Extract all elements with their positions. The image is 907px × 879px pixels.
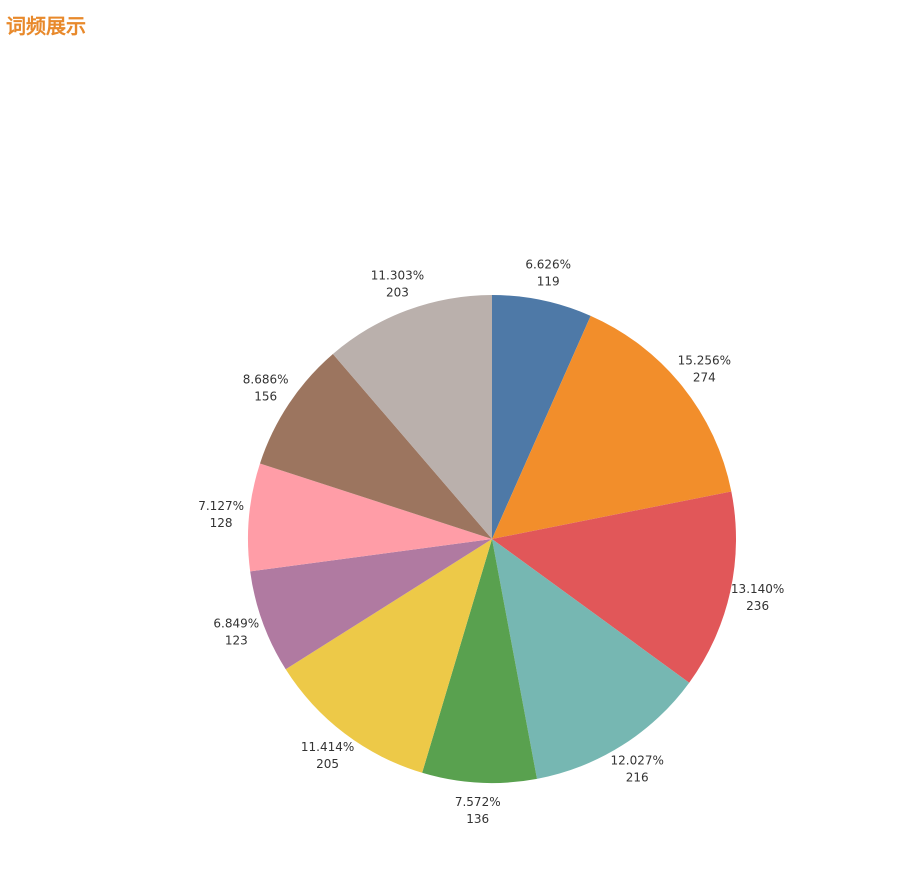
value-label: 203 bbox=[386, 285, 409, 299]
value-label: 123 bbox=[225, 633, 248, 647]
percent-label: 7.572% bbox=[455, 795, 501, 809]
value-label: 236 bbox=[746, 599, 769, 613]
percent-label: 7.127% bbox=[198, 499, 244, 513]
value-label: 205 bbox=[316, 757, 339, 771]
chart-title: 词频展示 bbox=[6, 14, 86, 38]
pie-slice bbox=[285, 539, 492, 773]
pie-slice bbox=[248, 463, 492, 572]
percent-label: 6.626% bbox=[525, 257, 571, 271]
pie-slice bbox=[332, 295, 492, 539]
percent-label: 13.140% bbox=[731, 582, 784, 596]
value-label: 119 bbox=[537, 274, 560, 288]
percent-label: 11.303% bbox=[371, 268, 424, 282]
pie-slice bbox=[259, 353, 492, 539]
value-label: 156 bbox=[254, 390, 277, 404]
value-label: 128 bbox=[210, 516, 233, 530]
percent-label: 12.027% bbox=[611, 753, 664, 767]
value-label: 274 bbox=[693, 370, 716, 384]
value-label: 136 bbox=[466, 812, 489, 826]
pie-slice bbox=[492, 491, 736, 683]
pie-slice bbox=[422, 539, 537, 783]
percent-label: 6.849% bbox=[213, 616, 259, 630]
percent-label: 15.256% bbox=[678, 353, 731, 367]
pie-slice bbox=[492, 539, 690, 779]
percent-label: 8.686% bbox=[243, 373, 289, 387]
pie-slice bbox=[492, 315, 732, 539]
value-label: 216 bbox=[626, 770, 649, 784]
pie-slice bbox=[250, 539, 492, 670]
percent-label: 11.414% bbox=[301, 740, 354, 754]
pie-slice bbox=[492, 295, 591, 539]
